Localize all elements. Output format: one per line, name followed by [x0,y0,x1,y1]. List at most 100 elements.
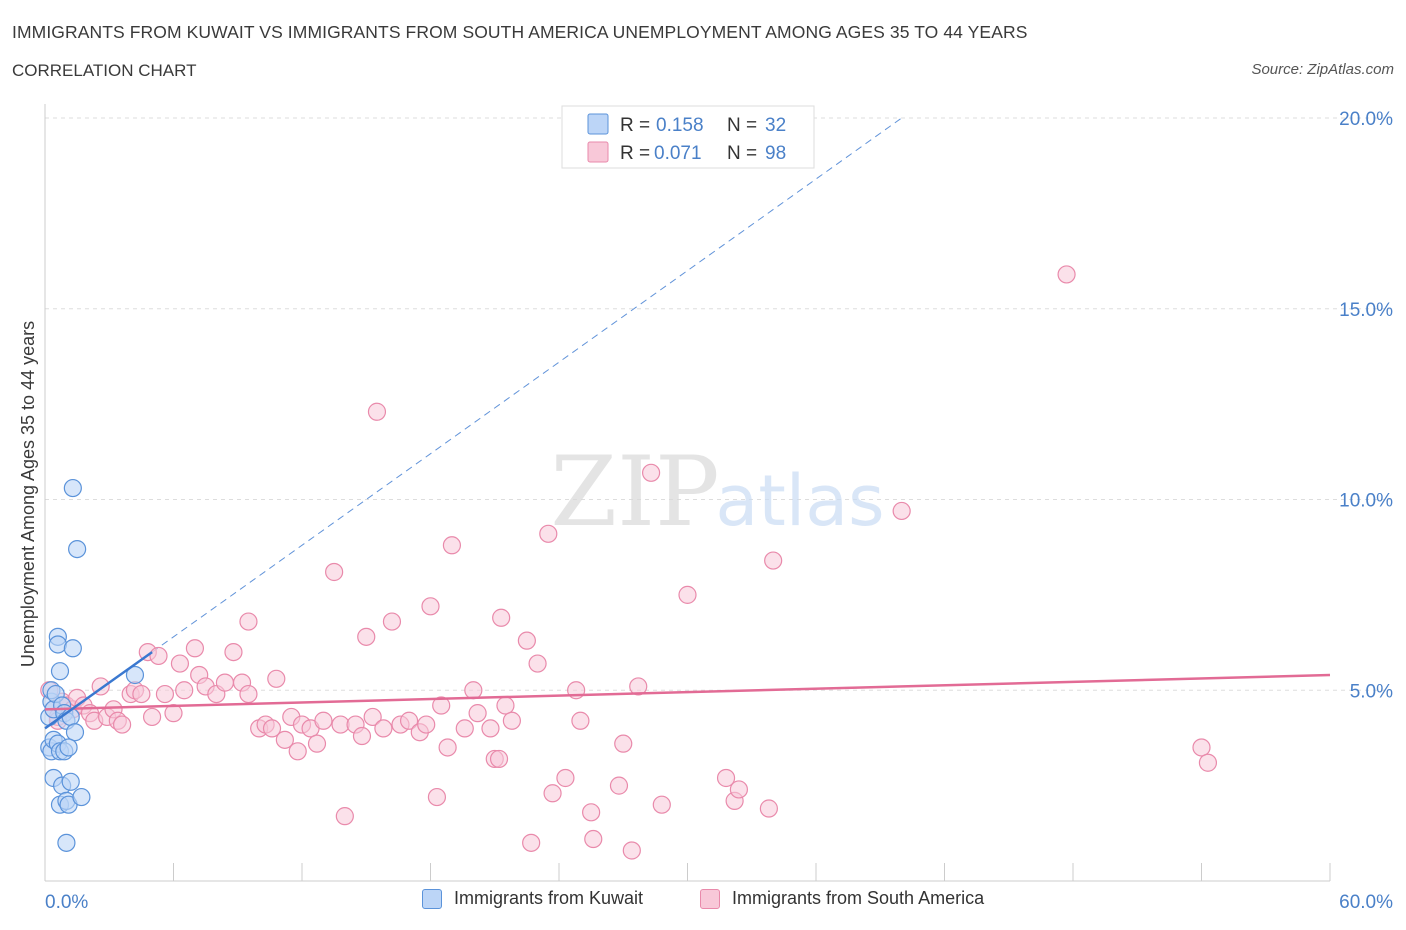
south-america-point [455,719,474,738]
south-america-point [417,715,436,734]
kuwait-point [63,639,82,658]
south-america-point [622,841,641,860]
legend-r-value-sa: 0.071 [654,143,702,164]
south-america-point [464,681,483,700]
legend-top: R = 0.158 N = 32 R = 0.071 N = 98 [561,105,815,169]
south-america-point [528,654,547,673]
south-america-point [357,627,376,646]
kuwait-point [63,478,82,498]
chart-title: IMMIGRANTS FROM KUWAIT VS IMMIGRANTS FRO… [12,22,1028,42]
y-axis-label: Unemployment Among Ages 35 to 44 years [18,321,38,667]
south-america-point [325,562,344,582]
south-america-point [288,742,307,761]
south-america-point [571,711,590,730]
legend-n-value-sa: 98 [765,143,786,164]
south-america-point [729,780,749,799]
trend-layer [151,117,902,653]
south-america-point [543,784,562,803]
south-america-point [641,463,661,482]
south-america-point [438,738,457,757]
south-america-point [224,642,243,662]
source-credit: Source: ZipAtlas.com [1251,61,1394,78]
points-layer [40,265,1331,860]
south-america-point [155,684,175,704]
south-america-point [275,730,294,749]
south-america-point [678,585,697,604]
south-america-point [1198,753,1218,772]
south-america-point [492,608,511,627]
south-america-point [764,551,783,570]
south-america-point [481,719,500,738]
watermark-atlas: atlas [715,460,884,542]
south-america-point [609,776,629,795]
legend-r-label-kuwait: R = [620,115,650,136]
kuwait-point [68,539,87,559]
kuwait-point [50,662,70,681]
south-america-point [363,707,382,727]
south-america-point [307,734,327,753]
south-america-point [239,612,258,631]
legend-item-south-america[interactable]: Immigrants from South America [700,888,984,909]
south-america-point [584,829,603,849]
south-america-point [432,696,451,715]
south-america-point [1192,738,1211,757]
south-america-point [427,787,447,807]
y-tick-label: 10.0% [1339,491,1393,512]
legend-label-south-america: Immigrants from South America [732,888,985,908]
watermark: ZIP atlas [550,436,884,548]
south-america-point [262,719,282,738]
south-america-point [164,704,183,723]
south-america-point [759,799,778,818]
y-tick-label: 20.0% [1339,109,1393,130]
south-america-point [170,654,190,673]
south-america-point [112,715,132,734]
south-america-point [539,524,558,543]
south-america-point [496,696,515,715]
legend-r-value-kuwait: 0.158 [656,115,704,136]
grid-layer [45,117,1390,691]
kuwait-point [57,833,76,852]
south-america-point [267,669,286,688]
south-america-point [716,768,736,788]
south-america-point [556,768,575,788]
south-america-point [382,612,402,631]
y-tick-label: 15.0% [1339,300,1393,321]
south-america-point [442,536,462,555]
south-america-point [468,704,487,723]
x-tick-label: 60.0% [1339,892,1393,913]
chart-subtitle: CORRELATION CHART [12,61,197,80]
kuwait-point [125,665,145,685]
legend-swatch-sa-bottom [700,888,720,909]
y-tick-label: 5.0% [1350,681,1393,702]
south-america-point [399,711,419,730]
south-america-point [614,734,633,753]
legend-swatch-kuwait-bottom [422,888,442,909]
kuwait-point [61,772,80,791]
kuwait-point [59,738,78,757]
south-america-point [374,719,393,738]
legend-r-label-sa: R = [620,143,650,164]
watermark-zip: ZIP [550,436,719,548]
south-america-trend-line [44,673,1331,711]
south-america-point [421,597,440,616]
south-america-point [517,631,536,650]
legend-swatch-kuwait [587,113,609,135]
south-america-point [335,807,354,826]
south-america-point [522,833,541,852]
kuwait-trend-line [44,651,153,730]
legend-item-kuwait[interactable]: Immigrants from Kuwait [422,888,643,909]
legend-label-kuwait: Immigrants from Kuwait [454,888,644,908]
south-america-point [142,707,162,727]
south-america-point [132,684,151,704]
kuwait-point [65,723,85,742]
south-america-point [582,803,601,822]
kuwait-point [48,635,67,654]
south-america-point [314,711,333,730]
south-america-point [149,646,168,666]
south-america-point [367,402,387,421]
south-america-point [185,639,205,658]
legend-bottom: Immigrants from Kuwait Immigrants from S… [0,888,1406,918]
legend-swatch-sa [587,141,609,163]
south-america-point [489,749,509,769]
